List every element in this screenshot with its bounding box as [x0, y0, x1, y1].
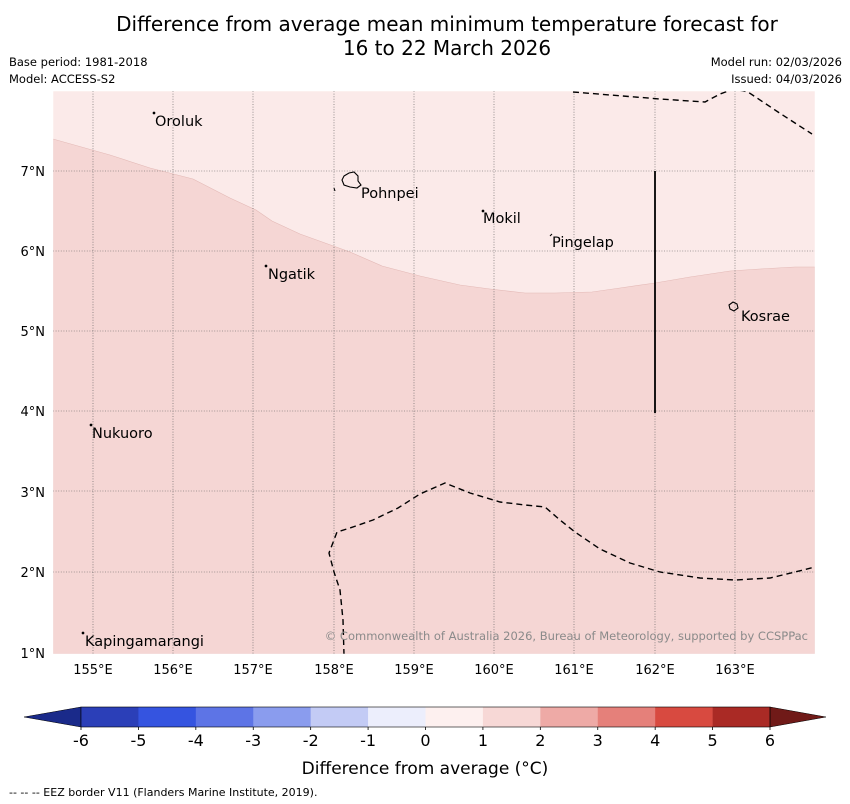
colorbar-segment [368, 707, 426, 727]
colorbar-tick-label: 0 [420, 731, 430, 750]
band-1-to-2 [53, 138, 815, 654]
lat-label: 3°N [21, 486, 46, 501]
lat-label: 4°N [21, 405, 46, 420]
colorbar-tick-label: -1 [360, 731, 376, 750]
place-nukuoro: Nukuoro [92, 426, 153, 442]
footer-legend: -- -- -- EEZ border V11 (Flanders Marine… [9, 786, 318, 799]
colorbar-segment [712, 707, 771, 727]
colorbar-tick-label: -3 [245, 731, 261, 750]
title-line-2: 16 to 22 March 2026 [342, 36, 552, 60]
colorbar-tick-label: -4 [188, 731, 204, 750]
colorbar-segment [195, 707, 254, 727]
meta-left: Base period: 1981-2018 Model: ACCESS-S2 [9, 54, 148, 88]
place-pingelap: Pingelap [552, 235, 614, 251]
colorbar-segment [425, 707, 484, 727]
lon-label: 158°E [314, 663, 354, 678]
place-pohnpei: Pohnpei [361, 186, 419, 202]
colorbar-segment [482, 707, 541, 727]
title-line-1: Difference from average mean minimum tem… [116, 12, 778, 36]
lon-label: 161°E [554, 663, 594, 678]
lon-label: 159°E [394, 663, 434, 678]
colorbar-tick-label: -6 [73, 731, 89, 750]
meta-right: Model run: 02/03/2026 Issued: 04/03/2026 [711, 54, 842, 88]
colorbar-tick-label: 1 [478, 731, 488, 750]
lat-label: 2°N [21, 566, 46, 581]
colorbar-tick-label: -5 [130, 731, 146, 750]
colorbar-segment [597, 707, 656, 727]
lat-label: 1°N [21, 647, 46, 662]
colorbar-extend-low [23, 706, 82, 728]
kosrae-outline [728, 301, 739, 312]
colorbar-segment [310, 707, 369, 727]
islands [81, 111, 739, 635]
colorbar-tick-label: 2 [535, 731, 545, 750]
lon-label: 163°E [715, 663, 755, 678]
longitude-labels: 155°E 156°E 157°E 158°E 159°E 160°E 161°… [73, 663, 755, 678]
colorbar-title: Difference from average (°C) [302, 759, 549, 779]
map-frame [52, 90, 816, 655]
lat-label: 7°N [21, 165, 46, 180]
place-ngatik: Ngatik [268, 267, 316, 283]
colorbar-segment [655, 707, 713, 727]
place-oroluk: Oroluk [155, 114, 203, 130]
place-kosrae: Kosrae [741, 309, 790, 325]
place-mokil: Mokil [483, 211, 521, 227]
base-period: Base period: 1981-2018 [9, 55, 148, 69]
eez-borders [328, 91, 815, 654]
lon-label: 156°E [153, 663, 193, 678]
chart-title: Difference from average mean minimum tem… [0, 12, 850, 60]
place-labels: Oroluk Pohnpei Mokil Pingelap Ngatik Kos… [85, 114, 790, 650]
model-run: Model run: 02/03/2026 [710, 55, 842, 69]
colorbar-segment [81, 707, 139, 727]
pohnpei-outline [341, 171, 362, 189]
lon-label: 160°E [474, 663, 514, 678]
colorbar-extend-high [769, 706, 827, 728]
model-name: Model: ACCESS-S2 [9, 72, 116, 86]
colorbar-tick-label: -2 [303, 731, 319, 750]
lon-label: 157°E [233, 663, 273, 678]
lat-label: 5°N [21, 325, 46, 340]
place-kapingamarangi: Kapingamarangi [85, 634, 204, 650]
colorbar-tick-label: 3 [593, 731, 603, 750]
lat-label: 6°N [21, 245, 46, 260]
colorbar-segment [540, 707, 599, 727]
issued-date: Issued: 04/03/2026 [731, 72, 842, 86]
copyright-notice: © Commonwealth of Australia 2026, Bureau… [325, 629, 808, 643]
colorbar-tick-label: 4 [650, 731, 660, 750]
colorbar: -6 -5 -4 -3 -2 -1 0 1 2 3 4 5 6 [23, 706, 827, 750]
colorbar-segment [253, 707, 311, 727]
lon-label: 162°E [635, 663, 675, 678]
map-panel: Oroluk Pohnpei Mokil Pingelap Ngatik Kos… [53, 91, 815, 654]
lon-label: 155°E [73, 663, 113, 678]
colorbar-tick-label: 5 [707, 731, 717, 750]
latitude-labels: 7°N 6°N 5°N 4°N 3°N 2°N 1°N [21, 165, 46, 662]
colorbar-tick-label: 6 [765, 731, 775, 750]
colorbar-segment [138, 707, 197, 727]
